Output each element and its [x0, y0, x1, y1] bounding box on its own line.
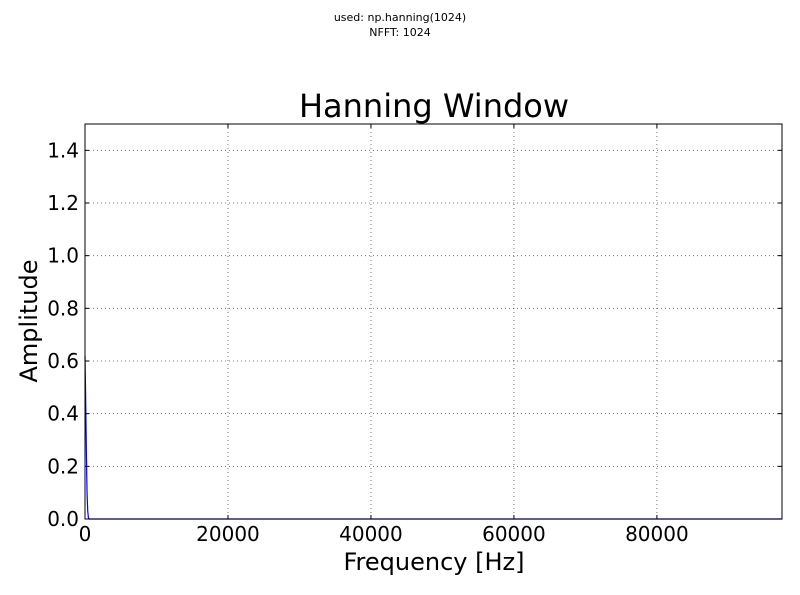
- x-tick-label: 40000: [339, 522, 403, 546]
- plot-frame: [84, 123, 783, 520]
- y-tick-label: 1.2: [47, 191, 79, 215]
- y-tick-label: 0.8: [47, 296, 79, 320]
- y-tick-label: 0.2: [47, 454, 79, 478]
- y-tick-label: 1.0: [47, 244, 79, 268]
- y-tick-label: 0.0: [47, 507, 79, 531]
- y-tick-label: 0.4: [47, 402, 79, 426]
- y-tick-label: 1.4: [47, 138, 79, 162]
- x-tick-label: 60000: [482, 522, 546, 546]
- grid: [85, 124, 782, 519]
- ticks: 0 20000 40000 60000 80000 0.0 0.2 0.4 0.6 0.8 1.0 1…: [47, 124, 782, 546]
- series-line: [84, 355, 782, 520]
- x-tick-label: 80000: [625, 522, 689, 546]
- x-tick-label: 20000: [196, 522, 260, 546]
- chart-title: Hanning Window: [299, 87, 569, 125]
- series-group: [84, 355, 782, 520]
- x-tick-label: 0: [79, 522, 92, 546]
- y-tick-label: 0.6: [47, 349, 79, 373]
- suptitle-line-2: NFFT: 1024: [369, 26, 431, 39]
- y-axis-label: Amplitude: [15, 260, 43, 383]
- x-axis-label: Frequency [Hz]: [344, 548, 525, 576]
- suptitle-line-1: used: np.hanning(1024): [333, 11, 467, 24]
